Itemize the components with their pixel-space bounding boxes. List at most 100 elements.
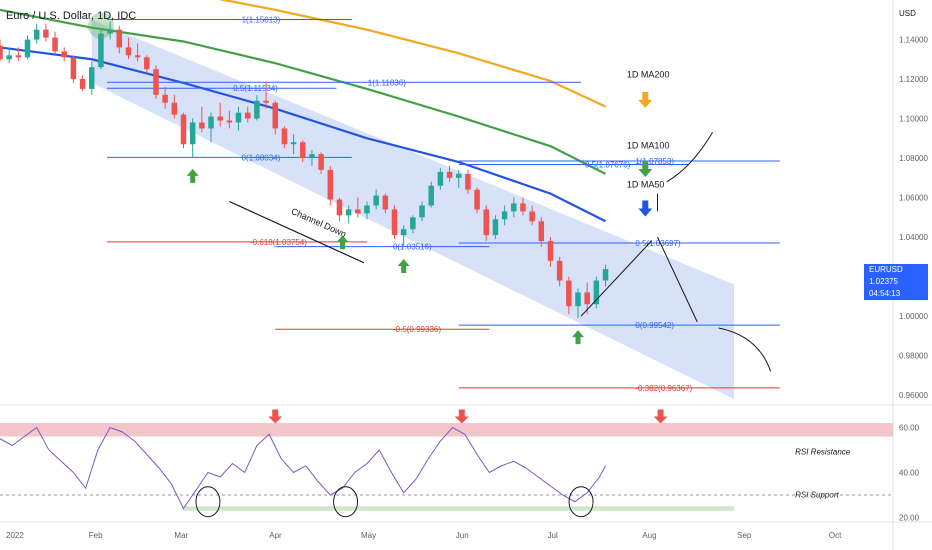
candle-body-26 xyxy=(235,112,242,123)
candle-body-3 xyxy=(24,39,31,58)
up-arrow-icon-2 xyxy=(397,258,410,273)
fib-label-9: -0.5(0.99336) xyxy=(393,325,441,334)
fib-label-7: 0(1.03516) xyxy=(393,243,432,252)
candle-body-24 xyxy=(217,116,223,121)
candle-body-53 xyxy=(483,209,490,236)
rsi-support-circle-icon-2 xyxy=(568,486,594,518)
down-arrow-icon-0 xyxy=(638,91,653,108)
annotation-2: 1D MA50 xyxy=(627,180,665,190)
projection-arrows xyxy=(580,132,772,372)
rsi-tick-1: 40.00 xyxy=(899,469,920,478)
price-tick-9: 0.96000 xyxy=(899,391,928,400)
candle-body-8 xyxy=(70,57,77,80)
price-tick-5: 1.04000 xyxy=(899,233,928,242)
symbol-title: Euro / U.S. Dollar, 1D, IDC xyxy=(6,10,137,22)
candle-body-16 xyxy=(144,57,150,70)
candle-body-31 xyxy=(281,128,288,145)
high-circle-icon xyxy=(87,12,114,39)
channel-arrow-line xyxy=(229,200,365,264)
rsi-tick-0: 60.00 xyxy=(899,424,920,433)
annotation-4: RSI Resistance xyxy=(795,448,851,457)
candle-body-44 xyxy=(400,229,407,236)
projection-line-0 xyxy=(580,240,652,317)
candle-body-13 xyxy=(116,29,123,48)
candle-body-0 xyxy=(0,45,3,60)
up-arrow-icon-0 xyxy=(186,168,199,183)
candle-body-1 xyxy=(6,55,12,60)
candle-body-33 xyxy=(300,142,306,159)
candle-body-61 xyxy=(556,260,563,281)
channel-down-band xyxy=(91,19,734,400)
fib-label-0: 1(1.15013) xyxy=(242,15,281,24)
annotation-1: 1D MA100 xyxy=(627,141,670,151)
candle-body-41 xyxy=(373,195,379,206)
time-tick-5: Jun xyxy=(456,531,469,540)
candle-body-23 xyxy=(208,116,214,129)
time-tick-9: Oct xyxy=(829,531,842,540)
rsi-down-arrow-icon-1 xyxy=(454,409,469,424)
candle-body-59 xyxy=(538,221,545,242)
time-tick-4: May xyxy=(361,531,376,540)
ma-line-0 xyxy=(0,46,607,223)
candle-body-64 xyxy=(584,292,590,305)
candle-body-12 xyxy=(107,29,113,34)
rsi-support-circle-icon-1 xyxy=(333,486,359,518)
countdown-tag: 04:54:13 xyxy=(864,288,928,300)
up-arrow-icon-1 xyxy=(336,235,349,250)
time-tick-2: Mar xyxy=(174,531,188,540)
price-tick-0: 1.14000 xyxy=(899,36,928,45)
candle-body-7 xyxy=(61,51,67,58)
candle-body-15 xyxy=(134,55,141,58)
up-arrow-icon-3 xyxy=(572,330,585,345)
candle-body-65 xyxy=(593,280,600,305)
ma-line-1 xyxy=(0,8,607,175)
candle-body-9 xyxy=(79,79,86,89)
candle-body-60 xyxy=(547,241,554,261)
annotation-0: 1D MA200 xyxy=(627,69,670,79)
price-tag: 1.02375 xyxy=(864,276,928,288)
projection-line-1 xyxy=(657,236,698,323)
time-tick-3: Apr xyxy=(269,531,282,540)
candle-body-56 xyxy=(511,203,517,212)
fib-label-4: -0.618(1.03754) xyxy=(250,238,307,247)
projection-curve-down xyxy=(718,327,772,372)
candle-body-63 xyxy=(575,292,581,307)
time-tick-7: Aug xyxy=(642,531,656,540)
candle-body-34 xyxy=(309,154,315,159)
candle-body-50 xyxy=(455,173,462,178)
candle-body-49 xyxy=(446,171,453,178)
rsi-resistance-band xyxy=(0,423,893,437)
candle-body-22 xyxy=(199,122,205,129)
candle-body-2 xyxy=(15,55,22,58)
fib-label-8: 0.5(1.03697) xyxy=(635,239,681,248)
fib-label-1: 1(1.11836) xyxy=(368,78,406,87)
candle-body-38 xyxy=(345,209,352,216)
candle-body-5 xyxy=(43,29,49,38)
candle-body-43 xyxy=(391,209,398,236)
projection-curve-up xyxy=(666,132,713,183)
fib-label-11: -0.382(0.96367) xyxy=(635,384,692,393)
price-tick-8: 0.98000 xyxy=(899,352,928,361)
candle-body-47 xyxy=(428,185,434,206)
down-arrow-icon-1 xyxy=(638,161,653,178)
down-arrow-icon-2 xyxy=(638,200,653,217)
candle-body-42 xyxy=(382,195,389,210)
candle-body-32 xyxy=(290,142,297,145)
fib-label-2: 0.5(1.11534) xyxy=(233,84,278,93)
price-tick-1: 1.12000 xyxy=(899,75,928,84)
rsi-line xyxy=(0,426,606,510)
candle-body-36 xyxy=(327,169,334,200)
time-tick-1: Feb xyxy=(89,531,103,540)
price-tick-4: 1.06000 xyxy=(899,194,928,203)
candle-body-35 xyxy=(318,154,324,170)
currency-label: USD xyxy=(899,9,916,18)
candle-body-10 xyxy=(88,67,95,89)
candle-body-52 xyxy=(474,189,480,210)
candle-body-51 xyxy=(465,173,471,190)
candle-body-25 xyxy=(226,120,233,123)
candle-body-21 xyxy=(189,122,196,145)
candle-body-55 xyxy=(501,211,508,220)
candle-body-28 xyxy=(254,100,260,119)
